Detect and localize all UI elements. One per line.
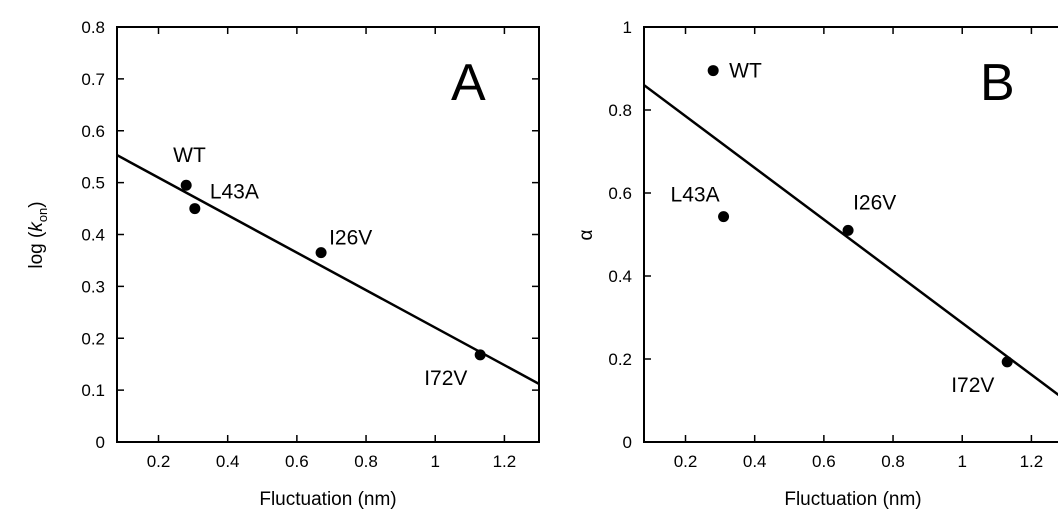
data-point-wt — [180, 179, 192, 191]
x-tick-label: 1 — [430, 452, 439, 471]
x-tick-label: 0.4 — [216, 452, 240, 471]
y-tick-label: 0.2 — [608, 350, 632, 369]
x-axis-title: Fluctuation (nm) — [259, 489, 396, 510]
panel-letter: A — [451, 54, 486, 112]
y-tick-label: 0.8 — [608, 101, 632, 120]
y-axis-title: α — [576, 229, 597, 240]
data-point-wt — [707, 65, 719, 77]
y-tick-label: 0.1 — [81, 381, 105, 400]
point-label-wt: WT — [729, 60, 762, 83]
data-point-i72v — [474, 349, 486, 361]
x-tick-label: 0.8 — [354, 452, 378, 471]
point-label-i26v: I26V — [853, 191, 896, 214]
panel-a: 0.2 0.4 0.6 0.8 1 1.2 0 0.1 0.2 0.3 0.4 0.5 0.6 0.7 0.… — [26, 18, 540, 510]
panel-letter: B — [980, 54, 1015, 112]
x-tick-label: 0.2 — [147, 452, 171, 471]
y-axis-title-var: k — [26, 221, 47, 232]
y-tick-label: 0.7 — [81, 70, 105, 89]
x-tick-label: 0.6 — [812, 452, 836, 471]
x-tick-label: 1.2 — [1020, 452, 1044, 471]
point-label-wt: WT — [173, 144, 206, 167]
y-tick-label: 1 — [623, 18, 632, 37]
panel-b: 0.2 0.4 0.6 0.8 1 1.2 0 0.2 0.4 0.6 0.8 1 Fluctuatio… — [576, 18, 1058, 510]
point-label-i72v: I72V — [424, 367, 467, 390]
x-tick-label: 0.8 — [881, 452, 905, 471]
y-tick-label: 0.6 — [81, 122, 105, 141]
x-axis-title: Fluctuation (nm) — [784, 489, 921, 510]
x-tick-label: 0.6 — [285, 452, 309, 471]
x-tick-label: 1.2 — [493, 452, 517, 471]
y-tick-label: 0.2 — [81, 329, 105, 348]
data-point-i72v — [1001, 356, 1013, 368]
data-point-l43a — [189, 203, 201, 215]
data-point-l43a — [718, 211, 730, 223]
data-point-i26v — [315, 247, 327, 259]
y-tick-label: 0.5 — [81, 174, 105, 193]
fit-line — [644, 84, 1058, 397]
fit-line — [117, 154, 539, 385]
y-tick-label: 0.8 — [81, 18, 105, 37]
y-axis-title-suffix: ) — [26, 201, 47, 207]
y-tick-label: 0.6 — [608, 184, 632, 203]
y-tick-label: 0 — [623, 433, 632, 452]
x-tick-label: 0.4 — [743, 452, 767, 471]
y-axis-title: log (kon) — [26, 201, 50, 268]
point-label-i26v: I26V — [329, 227, 372, 250]
x-tick-label: 0.2 — [674, 452, 698, 471]
x-tick-label: 1 — [957, 452, 966, 471]
y-axis-title-sub: on — [35, 208, 50, 222]
point-label-l43a: L43A — [671, 184, 720, 207]
point-label-l43a: L43A — [210, 181, 259, 204]
point-label-i72v: I72V — [951, 374, 994, 397]
y-tick-label: 0 — [96, 433, 105, 452]
plot-frame — [643, 26, 1058, 443]
y-tick-label: 0.3 — [81, 277, 105, 296]
y-tick-label: 0.4 — [608, 267, 632, 286]
y-axis-title-prefix: log ( — [26, 231, 47, 269]
data-point-i26v — [842, 224, 854, 236]
y-tick-label: 0.4 — [81, 226, 105, 245]
